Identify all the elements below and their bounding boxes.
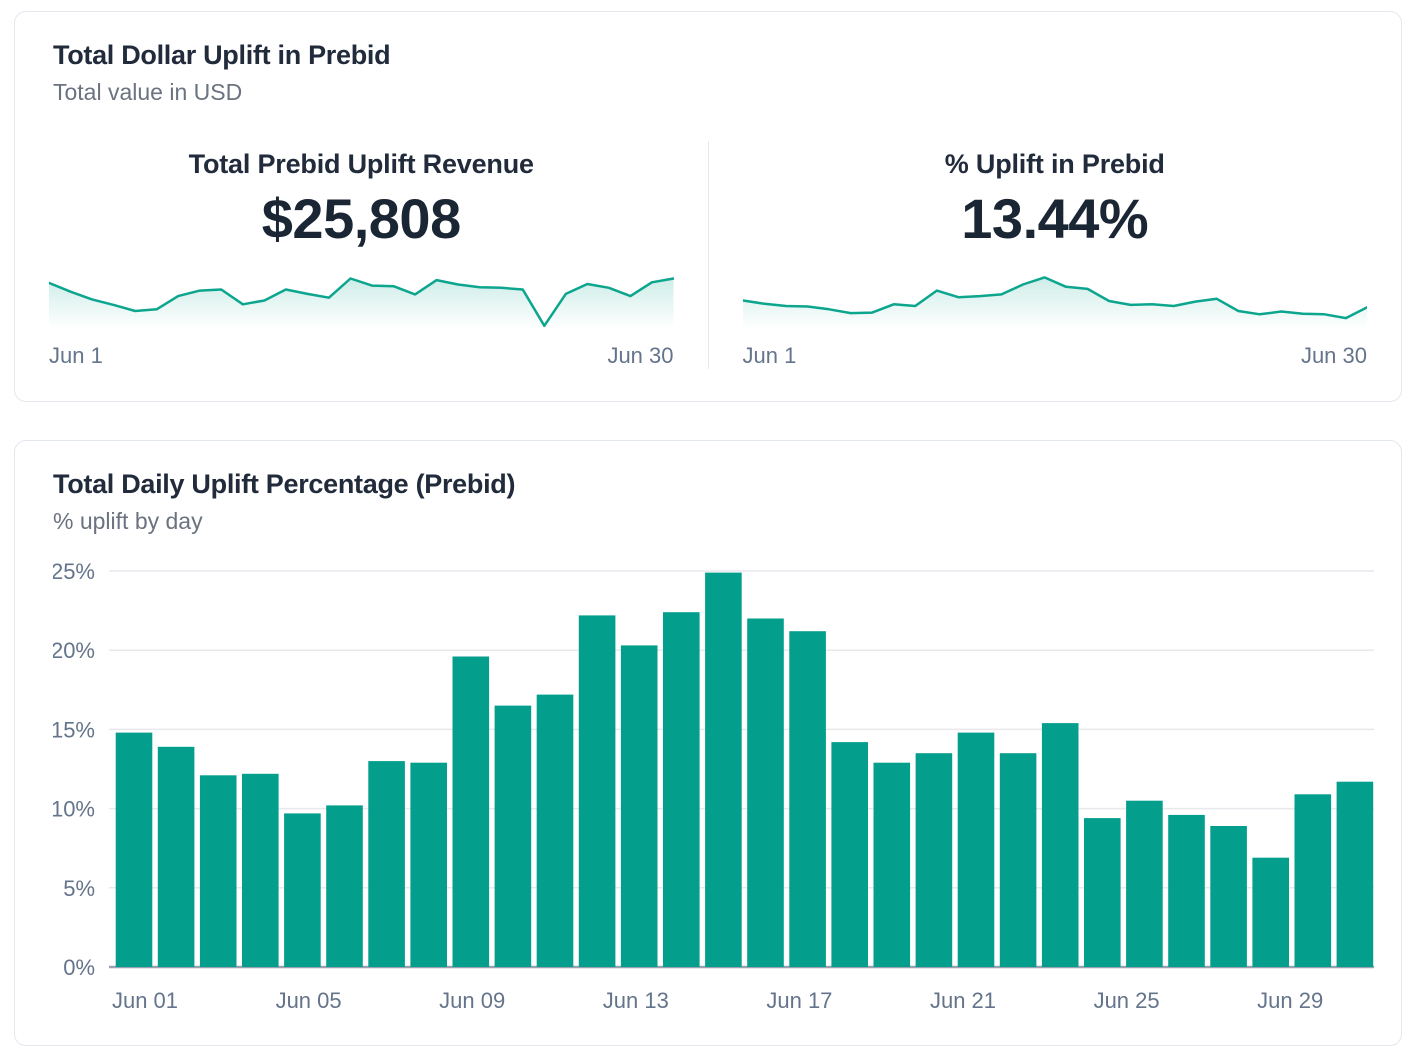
- bar-jun-09[interactable]: [452, 656, 490, 968]
- bar-jun-24[interactable]: [1084, 818, 1121, 967]
- dollar-uplift-card: Total Dollar Uplift in Prebid Total valu…: [14, 11, 1402, 402]
- percent-sparkline-axis: Jun 1 Jun 30: [743, 343, 1368, 369]
- card-subtitle: % uplift by day: [53, 508, 203, 534]
- axis-end-label: Jun 30: [1300, 343, 1367, 368]
- dashboard-page: { "top_card": { "title": "Total Dollar U…: [0, 11, 1416, 1056]
- bar-jun-30[interactable]: [1336, 781, 1374, 967]
- daily-uplift-card: Total Daily Uplift Percentage (Prebid) %…: [14, 440, 1402, 1046]
- panel-divider: [707, 141, 709, 369]
- y-tick-label: 15%: [53, 717, 95, 742]
- x-tick-label: Jun 17: [766, 988, 832, 1013]
- bar-jun-08[interactable]: [410, 762, 447, 967]
- bar-jun-26[interactable]: [1168, 814, 1205, 967]
- bar-jun-11[interactable]: [536, 694, 574, 967]
- x-tick-label: Jun 09: [439, 988, 505, 1013]
- x-tick-label: Jun 01: [112, 988, 178, 1013]
- x-tick-label: Jun 05: [276, 988, 342, 1013]
- percent-uplift-panel: % Uplift in Prebid 13.44% Jun 1 Jun 30: [709, 141, 1402, 369]
- card-title: Total Dollar Uplift in Prebid: [53, 40, 391, 70]
- axis-start-label: Jun 1: [742, 343, 797, 368]
- bar-jun-19[interactable]: [873, 762, 911, 967]
- bar-jun-27[interactable]: [1210, 826, 1247, 967]
- bar-jun-22[interactable]: [999, 753, 1037, 967]
- revenue-sparkline-chart[interactable]: [49, 271, 674, 329]
- bar-jun-05[interactable]: [284, 813, 321, 967]
- bar-jun-10[interactable]: [494, 705, 532, 967]
- revenue-value: $25,808: [261, 187, 461, 250]
- bar-jun-18[interactable]: [831, 742, 868, 967]
- x-tick-label: Jun 29: [1257, 988, 1323, 1013]
- axis-end-label: Jun 30: [607, 343, 674, 368]
- bar-jun-20[interactable]: [915, 753, 953, 967]
- bar-jun-04[interactable]: [242, 773, 279, 967]
- bar-jun-14[interactable]: [663, 612, 700, 967]
- y-tick-label: 0%: [63, 955, 95, 980]
- bar-jun-28[interactable]: [1252, 857, 1289, 967]
- bar-jun-17[interactable]: [789, 631, 826, 967]
- daily-uplift-bar-chart[interactable]: 0% 5% 10% 15% 20% 25% Jun 01 Jun 05 Jun 09 Jun 13…: [53, 555, 1379, 1025]
- x-tick-label: Jun 21: [930, 988, 996, 1013]
- bar-jun-23[interactable]: [1041, 723, 1079, 967]
- axis-start-label: Jun 1: [49, 343, 103, 368]
- sparkline-line: [49, 279, 674, 326]
- bar-jun-02[interactable]: [157, 746, 195, 967]
- bar-jun-13[interactable]: [620, 645, 658, 967]
- y-tick-label: 10%: [53, 797, 95, 822]
- bar-jun-21[interactable]: [957, 732, 995, 967]
- bar-jun-03[interactable]: [199, 775, 237, 967]
- kpi-panels: Total Prebid Uplift Revenue $25,808 Jun …: [15, 141, 1401, 369]
- bar-jun-12[interactable]: [578, 615, 616, 967]
- x-tick-label: Jun 25: [1094, 988, 1160, 1013]
- y-tick-label: 25%: [53, 559, 95, 584]
- percent-uplift-value: 13.44%: [961, 187, 1149, 250]
- bar-jun-16[interactable]: [747, 618, 784, 968]
- sparkline-line: [743, 277, 1368, 318]
- bar-jun-29[interactable]: [1294, 794, 1332, 967]
- card-subtitle: Total value in USD: [53, 79, 243, 105]
- bar-jun-25[interactable]: [1126, 800, 1163, 967]
- bar-jun-15[interactable]: [705, 572, 742, 967]
- bar-jun-01[interactable]: [115, 732, 153, 967]
- y-tick-label: 20%: [53, 638, 95, 663]
- x-tick-label: Jun 13: [603, 988, 669, 1013]
- dollar-uplift-card-header: Total Dollar Uplift in Prebid Total valu…: [15, 38, 1401, 107]
- percent-sparkline-chart[interactable]: [742, 271, 1368, 329]
- card-title: Total Daily Uplift Percentage (Prebid): [53, 469, 516, 499]
- revenue-panel-heading: Total Prebid Uplift Revenue: [188, 149, 534, 179]
- bar-jun-06[interactable]: [326, 805, 363, 967]
- percent-panel-heading: % Uplift in Prebid: [944, 149, 1165, 179]
- bar-jun-07[interactable]: [368, 761, 405, 967]
- sparkline-area-fill: [49, 278, 674, 329]
- y-tick-label: 5%: [63, 876, 95, 901]
- revenue-sparkline-axis: Jun 1 Jun 30: [49, 343, 674, 369]
- sparkline-area-fill: [742, 277, 1367, 329]
- revenue-panel: Total Prebid Uplift Revenue $25,808 Jun …: [15, 141, 708, 369]
